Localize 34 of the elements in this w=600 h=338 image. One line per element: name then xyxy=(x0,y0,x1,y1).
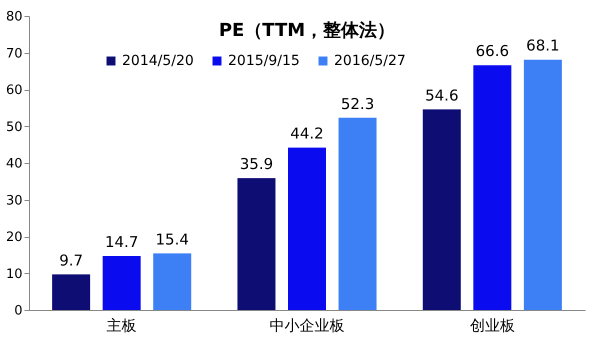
legend-label: 2015/9/15 xyxy=(228,53,300,69)
y-tick-label: 80 xyxy=(6,10,22,24)
data-label: 15.4 xyxy=(156,230,189,248)
data-label: 54.6 xyxy=(425,86,458,104)
y-tick-label: 0 xyxy=(14,304,22,318)
data-label: 14.7 xyxy=(104,232,138,251)
bar xyxy=(422,109,461,310)
data-label: 9.7 xyxy=(59,251,84,270)
x-tick-label: 创业板 xyxy=(470,316,515,334)
bar xyxy=(102,256,141,310)
data-label: 68.1 xyxy=(526,36,560,55)
y-tick-label: 50 xyxy=(6,120,22,135)
legend-label: 2016/5/27 xyxy=(334,53,406,69)
x-tick-label: 主板 xyxy=(106,316,137,334)
chart-title: PE（TTM，整体法） xyxy=(218,20,396,41)
y-tick-label: 60 xyxy=(6,83,22,98)
y-tick-label: 10 xyxy=(6,266,22,282)
y-tick-label: 40 xyxy=(6,156,22,172)
data-label: 44.2 xyxy=(290,124,324,143)
data-label: 35.9 xyxy=(240,155,274,174)
bar xyxy=(288,148,326,310)
x-tick-label: 中小企业板 xyxy=(270,316,344,334)
bar xyxy=(237,178,276,310)
y-tick-label: 20 xyxy=(6,230,22,245)
y-tick-label: 70 xyxy=(6,46,22,62)
legend-label: 2014/5/20 xyxy=(122,53,194,69)
bar xyxy=(473,65,512,310)
data-label: 52.3 xyxy=(340,94,374,113)
data-label: 66.6 xyxy=(476,42,510,60)
bar xyxy=(338,118,377,310)
bar xyxy=(52,274,90,310)
bar xyxy=(153,253,192,310)
y-tick-label: 30 xyxy=(6,193,22,208)
bar xyxy=(524,60,562,310)
